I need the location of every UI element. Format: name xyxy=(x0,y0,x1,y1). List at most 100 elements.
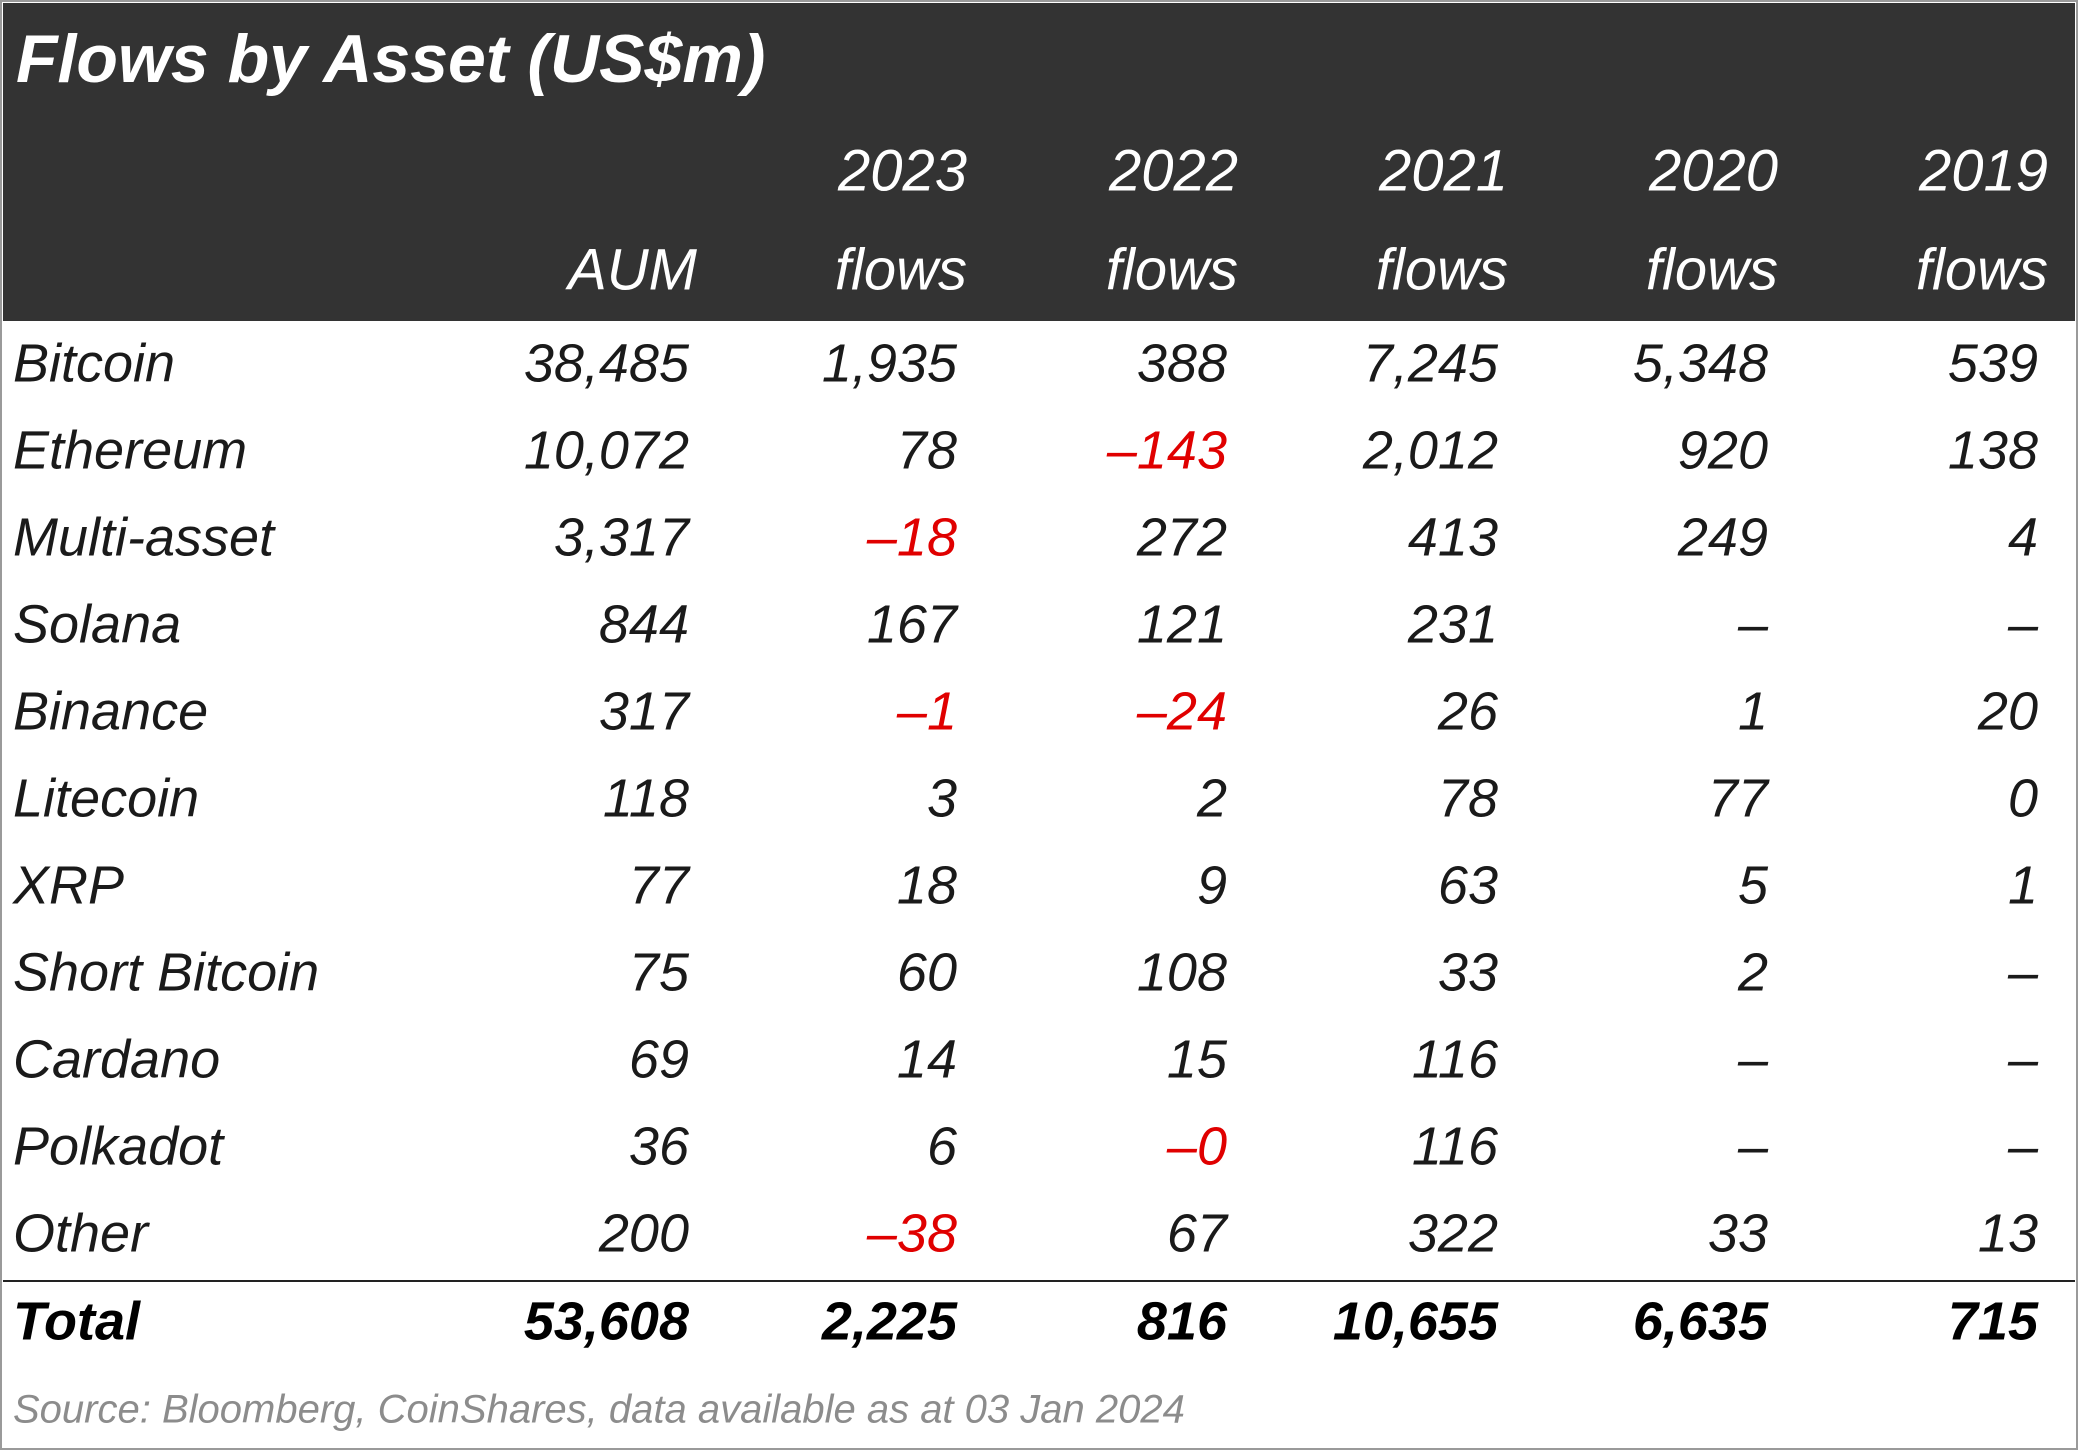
cell-value: 413 xyxy=(1408,507,1498,567)
cell-value: 36 xyxy=(629,1116,690,1176)
row-label: Short Bitcoin xyxy=(13,942,319,1002)
row-label: Binance xyxy=(13,681,208,741)
column-header: 2020 xyxy=(1648,138,1778,203)
row-label: Polkadot xyxy=(13,1116,225,1176)
cell-value: 38,485 xyxy=(524,333,690,393)
cell-value: – xyxy=(1737,594,1769,654)
column-header: 2021 xyxy=(1378,138,1508,203)
column-header: 2019 xyxy=(1918,138,2048,203)
cell-value: 2 xyxy=(1196,768,1227,828)
cell-value: 78 xyxy=(897,420,957,480)
row-label: Solana xyxy=(13,594,181,654)
cell-value: 18 xyxy=(897,855,957,915)
column-header: 2023 xyxy=(837,138,967,203)
cell-value: 6,635 xyxy=(1633,1291,1769,1351)
cell-value: 920 xyxy=(1678,420,1768,480)
row-label: XRP xyxy=(11,855,124,915)
cell-value: 317 xyxy=(599,681,691,741)
cell-value: 121 xyxy=(1137,594,1227,654)
cell-value: 6 xyxy=(927,1116,958,1176)
cell-value: – xyxy=(2007,1029,2039,1089)
cell-value: 108 xyxy=(1137,942,1227,1002)
cell-value: 844 xyxy=(599,594,689,654)
title: Flows by Asset (US$m) xyxy=(16,21,765,97)
cell-value: – xyxy=(2007,942,2039,1002)
cell-value: 1,935 xyxy=(822,333,958,393)
cell-value: –1 xyxy=(896,681,957,741)
row-label: Other xyxy=(13,1203,150,1263)
cell-value: 14 xyxy=(897,1029,957,1089)
cell-value: 9 xyxy=(1197,855,1227,915)
cell-value: 77 xyxy=(1708,768,1770,828)
column-header: flows xyxy=(1376,237,1508,302)
cell-value: 388 xyxy=(1137,333,1227,393)
column-header: 2022 xyxy=(1108,138,1238,203)
cell-value: 78 xyxy=(1438,768,1498,828)
cell-value: 231 xyxy=(1407,594,1498,654)
cell-value: 53,608 xyxy=(524,1291,689,1351)
column-header: flows xyxy=(1916,237,2048,302)
cell-value: 2 xyxy=(1737,942,1768,1002)
cell-value: 3,317 xyxy=(554,507,691,567)
column-header: AUM xyxy=(565,237,698,302)
cell-value: 67 xyxy=(1167,1203,1229,1263)
cell-value: – xyxy=(1737,1116,1769,1176)
cell-value: 2,012 xyxy=(1362,420,1498,480)
cell-value: –0 xyxy=(1166,1116,1227,1176)
cell-value: 33 xyxy=(1708,1203,1768,1263)
cell-value: –38 xyxy=(866,1203,957,1263)
cell-value: 13 xyxy=(1978,1203,2038,1263)
row-label: Bitcoin xyxy=(13,333,175,393)
cell-value: – xyxy=(1737,1029,1769,1089)
cell-value: 249 xyxy=(1677,507,1768,567)
cell-value: – xyxy=(2007,594,2039,654)
cell-value: 5 xyxy=(1738,855,1769,915)
column-header: flows xyxy=(1646,237,1778,302)
cell-value: 116 xyxy=(1412,1116,1499,1176)
cell-value: 33 xyxy=(1438,942,1498,1002)
cell-value: 0 xyxy=(2008,768,2038,828)
cell-value: 200 xyxy=(598,1203,689,1263)
cell-value: 539 xyxy=(1948,333,2038,393)
row-label: Litecoin xyxy=(13,768,199,828)
cell-value: 322 xyxy=(1408,1203,1498,1263)
cell-value: 69 xyxy=(629,1029,689,1089)
cell-value: –18 xyxy=(866,507,957,567)
cell-value: 63 xyxy=(1438,855,1498,915)
cell-value: 715 xyxy=(1948,1291,2039,1351)
source: Source: Bloomberg, CoinShares, data avai… xyxy=(13,1388,1185,1432)
cell-value: 60 xyxy=(897,942,957,1002)
cell-value: 118 xyxy=(603,768,689,828)
cell-value: 272 xyxy=(1136,507,1227,567)
cell-value: 20 xyxy=(1977,681,2038,741)
row-label: Total xyxy=(13,1291,141,1351)
cell-value: 15 xyxy=(1167,1029,1228,1089)
cell-value: 2,225 xyxy=(821,1291,958,1351)
cell-value: 1 xyxy=(2008,855,2038,915)
cell-value: 77 xyxy=(629,855,691,915)
cell-value: 7,245 xyxy=(1363,333,1499,393)
cell-value: –24 xyxy=(1136,681,1227,741)
cell-value: 138 xyxy=(1948,420,2038,480)
cell-value: 167 xyxy=(867,594,959,654)
cell-value: 3 xyxy=(927,768,957,828)
cell-value: 5,348 xyxy=(1633,333,1768,393)
row-label: Cardano xyxy=(13,1029,220,1089)
cell-value: – xyxy=(2007,1116,2039,1176)
cell-value: 816 xyxy=(1137,1291,1228,1351)
column-header: flows xyxy=(835,237,967,302)
cell-value: 1 xyxy=(1738,681,1768,741)
cell-value: 75 xyxy=(629,942,690,1002)
cell-value: 10,655 xyxy=(1333,1291,1499,1351)
cell-value: 116 xyxy=(1412,1029,1499,1089)
row-label: Ethereum xyxy=(13,420,247,480)
cell-value: 10,072 xyxy=(524,420,689,480)
header-band xyxy=(3,3,2075,321)
cell-value: –143 xyxy=(1106,420,1227,480)
cell-value: 4 xyxy=(2008,507,2038,567)
row-label: Multi-asset xyxy=(13,507,276,567)
column-header: flows xyxy=(1106,237,1238,302)
cell-value: 26 xyxy=(1437,681,1499,741)
